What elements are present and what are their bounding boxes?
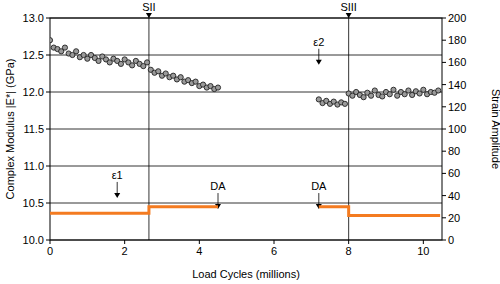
tick	[274, 240, 275, 244]
annotation-arrow	[346, 13, 352, 18]
modulus-point	[368, 93, 373, 98]
y-axis-title: Complex Modulus |E*| (GPa)	[4, 59, 16, 200]
modulus-point	[436, 88, 441, 93]
tick-label: 120	[448, 101, 466, 113]
tick	[442, 84, 446, 85]
modulus-point	[342, 101, 347, 106]
tick	[442, 18, 446, 19]
tick-label: 11.5	[23, 123, 44, 135]
modulus-point	[74, 49, 79, 54]
tick-label: 160	[448, 56, 466, 68]
tick-label: 20	[448, 212, 460, 224]
tick	[46, 240, 50, 241]
tick-label: 12.5	[23, 49, 44, 61]
annotation: DA	[210, 180, 226, 192]
annotation: SII	[142, 1, 155, 13]
modulus-point	[118, 61, 123, 66]
modulus-point	[96, 58, 101, 63]
tick	[442, 173, 446, 174]
modulus-point	[193, 79, 198, 84]
annotation: DA	[311, 180, 327, 192]
tick-label: 60	[448, 167, 460, 179]
tick	[442, 195, 446, 196]
tick-label: 11.0	[23, 160, 44, 172]
tick	[46, 92, 50, 93]
tick-label: 200	[448, 12, 466, 24]
tick-label: 10.5	[23, 197, 44, 209]
tick	[442, 106, 446, 107]
annotation: ε2	[313, 36, 324, 48]
tick-label: 0	[47, 245, 53, 257]
tick	[46, 166, 50, 167]
modulus-point	[391, 87, 396, 92]
tick	[46, 203, 50, 204]
chart: 10.010.511.011.512.012.513.0020406080100…	[0, 0, 500, 284]
modulus-point	[178, 75, 183, 80]
modulus-point	[144, 60, 149, 65]
annotation-arrow	[316, 60, 322, 65]
tick	[442, 217, 446, 218]
tick	[46, 55, 50, 56]
tick-label: 180	[448, 34, 466, 46]
tick-label: 2	[122, 245, 128, 257]
tick-label: 10	[417, 245, 429, 257]
tick-label: 40	[448, 190, 460, 202]
modulus-point	[406, 88, 411, 93]
tick-label: 12.0	[23, 86, 44, 98]
tick	[442, 240, 446, 241]
tick	[442, 129, 446, 130]
tick-label: 140	[448, 79, 466, 91]
annotation-arrow	[114, 193, 120, 198]
modulus-point	[372, 88, 377, 93]
tick	[442, 40, 446, 41]
grid-line	[50, 203, 442, 204]
modulus-point	[50, 38, 53, 43]
tick	[46, 18, 50, 19]
y2-axis-title: Strain Amplitude	[490, 89, 500, 169]
tick-label: 6	[271, 245, 277, 257]
modulus-point	[62, 45, 67, 50]
tick	[46, 129, 50, 130]
grid-line	[50, 166, 442, 167]
tick-label: 13.0	[23, 12, 44, 24]
plot-frame	[50, 18, 442, 240]
grid-line	[50, 55, 442, 56]
x-axis-title: Load Cycles (millions)	[192, 268, 300, 280]
modulus-point	[361, 95, 366, 100]
annotation: ε1	[112, 169, 123, 181]
tick-label: 8	[346, 245, 352, 257]
tick-label: 0	[448, 234, 454, 246]
tick-label: 80	[448, 145, 460, 157]
modulus-point	[156, 69, 161, 74]
modulus-point	[387, 92, 392, 97]
tick-label: 10.0	[23, 234, 44, 246]
tick	[50, 240, 51, 244]
grid-line	[50, 129, 442, 130]
modulus-point	[215, 85, 220, 90]
annotation: SIII	[340, 1, 357, 13]
plot-data	[50, 38, 441, 216]
tick	[423, 240, 424, 244]
tick	[124, 240, 125, 244]
tick	[348, 240, 349, 244]
tick	[442, 151, 446, 152]
annotation-arrow	[146, 13, 152, 18]
tick	[442, 62, 446, 63]
modulus-point	[421, 87, 426, 92]
tick-label: 4	[196, 245, 202, 257]
modulus-point	[130, 63, 135, 68]
tick-label: 100	[448, 123, 466, 135]
modulus-point	[380, 94, 385, 99]
strain-line	[50, 207, 440, 216]
tick	[199, 240, 200, 244]
